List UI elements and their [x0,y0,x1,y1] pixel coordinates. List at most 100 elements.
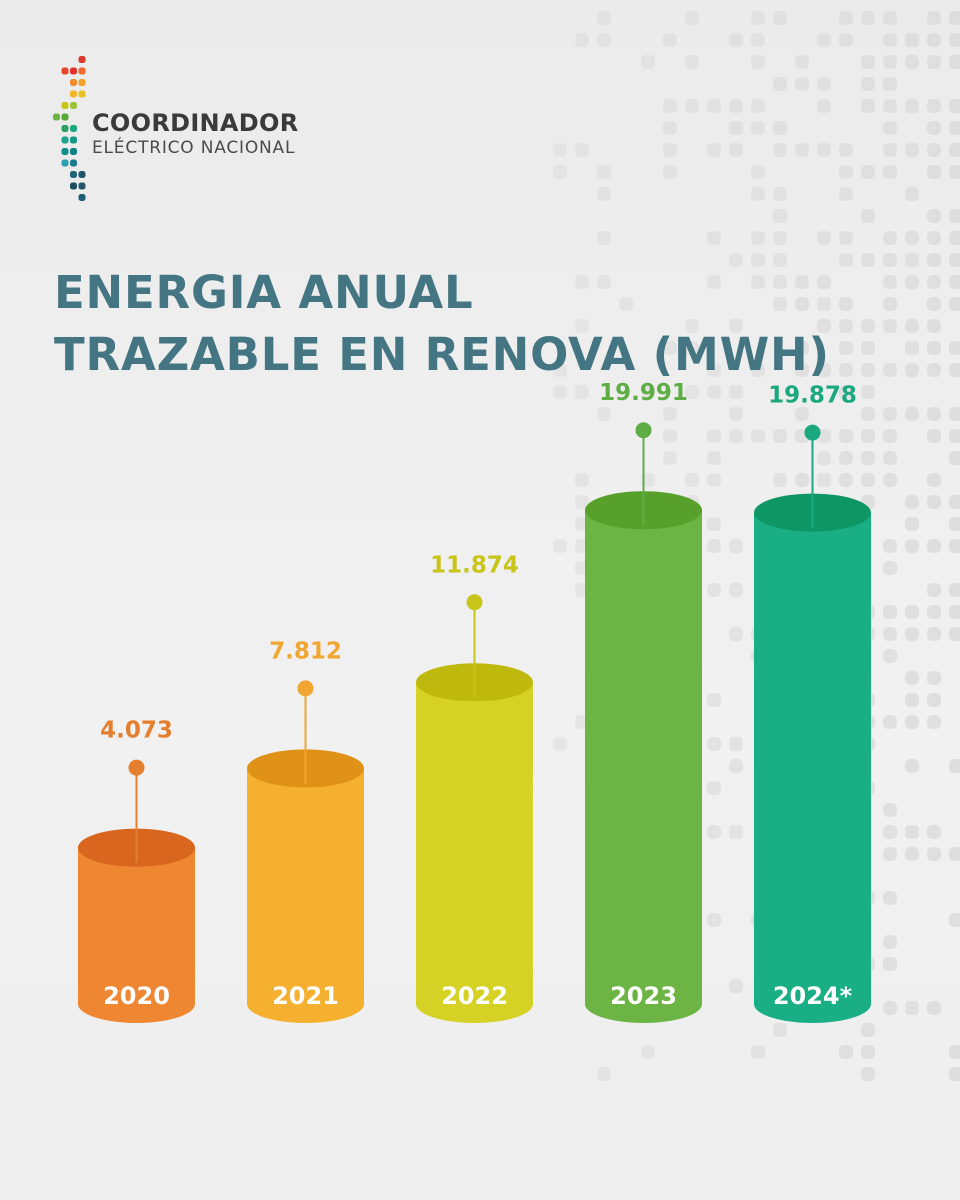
background-dot [707,737,721,751]
background-dot [905,99,919,113]
logo-dot [70,125,77,132]
background-dot [861,77,875,91]
background-dot [553,165,567,179]
background-dot [927,715,941,729]
background-dot [707,363,721,377]
background-dot [949,99,960,113]
background-dot [773,77,787,91]
background-dot [751,429,765,443]
background-dot [729,253,743,267]
background-dot [817,319,831,333]
background-dot [883,165,897,179]
logo-dot [78,79,86,86]
bar-body [78,847,195,1023]
background-dot [905,539,919,553]
background-dot [553,363,567,377]
background-dot [861,429,875,443]
chart-title: ENERGIA ANUAL TRAZABLE EN RENOVA (MWH) [54,262,830,386]
logo-dot [61,136,69,144]
background-dot [729,143,743,157]
background-dot [795,77,809,91]
data-marker-dot [804,424,821,441]
background-dot [949,539,960,553]
background-dot [751,1045,765,1059]
background-dot [883,605,897,619]
background-dot [861,1023,875,1037]
background-dot [729,979,743,993]
background-dot [949,583,960,597]
background-dot [641,55,655,69]
background-dot [575,385,589,399]
category-label: 2022 [441,982,508,1010]
logo-dot [78,194,86,201]
logo-dot [70,171,77,178]
background-dot [839,11,853,25]
background-dot [949,1067,960,1081]
background-dot [883,825,897,839]
background-dot [905,319,919,333]
background-dot [817,77,831,91]
background-dot [575,473,589,487]
background-dot [905,1001,919,1015]
background-dot [949,209,960,223]
background-dot [883,275,897,289]
logo-dot [61,148,69,155]
background-dot [729,627,743,641]
logo-dot [70,67,77,75]
data-marker-dot [297,680,314,697]
background-dot [905,671,919,685]
background-dot [905,517,919,531]
category-label: 2021 [272,982,339,1010]
background-dot [883,561,897,575]
background-dot [575,33,589,47]
data-label: 19.878 [768,383,857,409]
background-dot [927,847,941,861]
background-dot [905,253,919,267]
background-dot [905,495,919,509]
background-dot [707,473,721,487]
background-dot [927,627,941,641]
background-dot [883,935,897,949]
background-dot [619,297,633,311]
background-dot [685,341,699,355]
bar-body [247,768,364,1023]
background-dot [707,385,721,399]
background-dot [641,1045,655,1059]
background-dot [751,231,765,245]
background-dot [905,363,919,377]
data-label: 7.812 [269,638,342,664]
background-dot [685,11,699,25]
background-dot [839,165,853,179]
background-dot [905,275,919,289]
background-dot [575,495,589,509]
background-dot [927,539,941,553]
background-dot [707,781,721,795]
background-dot [817,143,831,157]
background-dot [949,495,960,509]
background-dot [685,473,699,487]
background-dot [861,1045,875,1059]
background-dot [927,583,941,597]
background-dot [817,33,831,47]
background-dot [927,495,941,509]
background-dot [663,143,677,157]
background-dot [773,429,787,443]
background-dot [927,143,941,157]
background-dot [949,253,960,267]
brand-subtitle: ELÉCTRICO NACIONAL [92,138,296,158]
logo-dot [78,171,86,178]
background-dot [927,1001,941,1015]
background-dot [729,737,743,751]
background-dot [861,407,875,421]
background-dot [949,363,960,377]
background-dot [773,11,787,25]
background-dot [817,231,831,245]
background-dot [883,715,897,729]
background-dot [773,231,787,245]
background-dot [751,275,765,289]
background-dot [927,231,941,245]
background-dot [927,319,941,333]
background-dot [883,847,897,861]
background-dot [751,55,765,69]
background-dot [927,671,941,685]
